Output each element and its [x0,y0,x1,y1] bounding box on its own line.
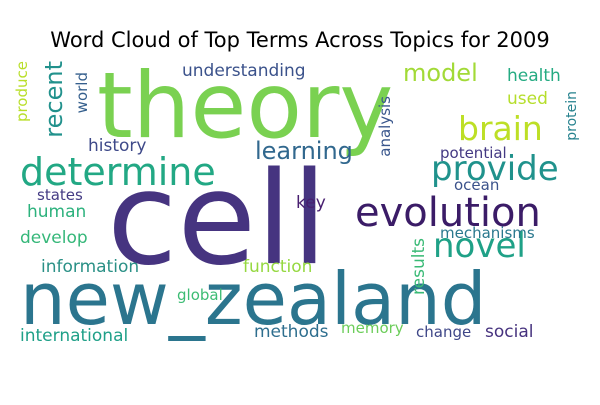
word-novel: novel [433,226,526,266]
word-history: history [88,136,146,156]
word-understanding: understanding [182,61,306,81]
word-produce: produce [13,61,31,122]
word-determine: determine [20,150,216,194]
word-ocean: ocean [454,176,499,194]
word-health: health [507,66,561,86]
word-cell: cell [107,145,327,294]
word-key: key [296,193,326,213]
word-brain: brain [458,109,543,148]
word-results: results [409,238,429,295]
word-evolution: evolution [355,190,541,236]
word-global: global [177,286,223,304]
word-memory: memory [341,319,404,337]
word-analysis: analysis [376,96,394,157]
word-theory: theory [97,54,393,159]
word-change: change [416,323,471,341]
word-used: used [507,89,548,109]
word-function: function [243,257,312,277]
word-new-zealand: new_zealand [20,257,487,341]
word-develop: develop [20,228,88,248]
chart-title: Word Cloud of Top Terms Across Topics fo… [50,28,550,52]
word-human: human [27,202,86,222]
word-mechanisms: mechanisms [440,224,535,242]
word-learning: learning [255,137,353,165]
word-information: information [41,257,139,277]
word-international: international [20,326,128,346]
word-world: world [73,72,91,113]
word-states: states [37,186,83,204]
word-protein: protein [564,91,580,141]
word-methods: methods [254,322,329,342]
word-social: social [485,322,533,342]
word-recent: recent [40,61,68,138]
word-provide: provide [431,149,559,189]
word-potential: potential [440,144,507,162]
word-model: model [403,59,478,87]
